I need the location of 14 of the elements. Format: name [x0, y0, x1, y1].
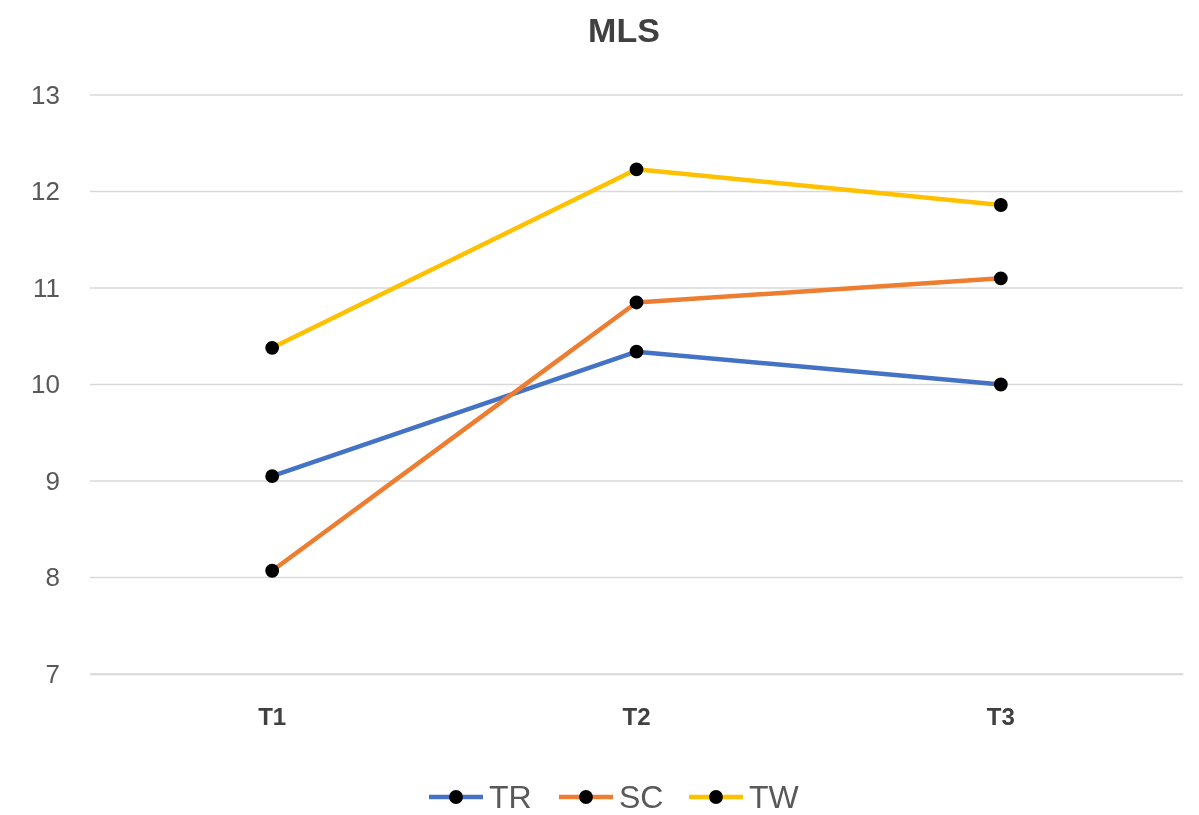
y-tick-label: 13 [31, 79, 60, 110]
legend-label: TR [489, 779, 532, 815]
chart-title: MLS [588, 11, 660, 49]
y-tick-label: 7 [45, 658, 60, 689]
x-tick-label: T1 [258, 703, 287, 731]
y-tick-label: 10 [31, 369, 60, 400]
y-tick-label: 12 [31, 176, 60, 207]
y-tick-label: 11 [33, 272, 60, 303]
x-tick-label: T2 [622, 703, 651, 731]
legend-label: TW [749, 779, 800, 815]
y-tick-label: 9 [45, 465, 60, 496]
y-tick-label: 8 [45, 562, 60, 593]
legend-label: SC [619, 779, 664, 815]
x-tick-label: T3 [986, 703, 1015, 731]
